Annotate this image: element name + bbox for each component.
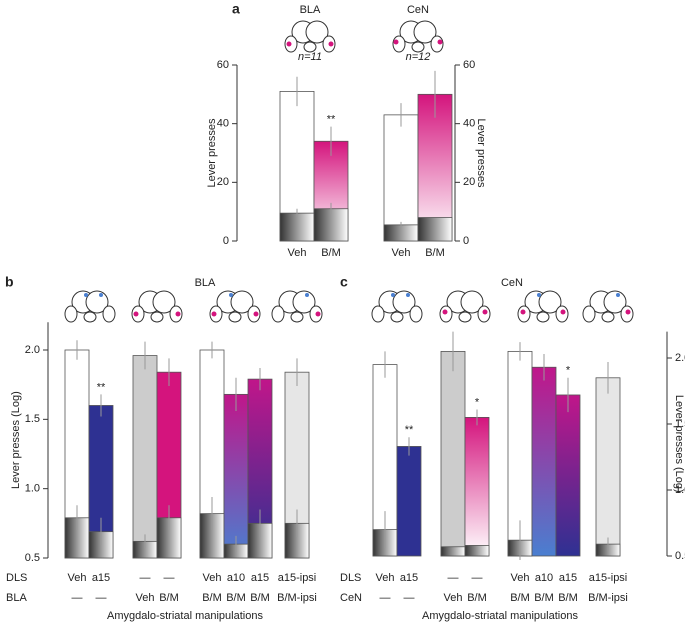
y-tick-label: 40	[217, 118, 229, 130]
panel-label: a	[232, 1, 240, 17]
x-tick-label: B/M	[202, 592, 222, 604]
x-tick-label: Veh	[376, 572, 395, 584]
significance: **	[97, 381, 106, 393]
bar	[595, 377, 621, 557]
bar	[464, 416, 490, 557]
y-tick-label: 60	[463, 59, 475, 71]
significance: *	[475, 396, 480, 408]
bar	[531, 366, 557, 557]
x-tick-label: —	[72, 592, 83, 604]
x-tick-label: B/M	[250, 592, 270, 604]
y-axis-label: Lever presses (Log)	[10, 391, 22, 489]
x-tick-label: Veh	[68, 572, 87, 584]
bar	[555, 394, 581, 557]
row-label: CeN	[340, 592, 362, 604]
y-tick-label: 1.0	[675, 484, 685, 496]
y-tick-label: 0.5	[25, 552, 40, 564]
bar	[223, 393, 249, 559]
x-tick-label: a10	[535, 572, 553, 584]
y-axis-label: Lever presses	[475, 118, 487, 188]
x-tick-label: a15-ipsi	[278, 572, 317, 584]
row-label: DLS	[340, 572, 361, 584]
x-tick-label: —	[472, 572, 483, 584]
chart-title: CeN	[501, 277, 523, 289]
chart-title: BLA	[195, 277, 216, 289]
y-axis-label: Lever presses (Log)	[673, 395, 685, 493]
x-tick-label: B/M-ipsi	[588, 592, 628, 604]
x-tick-label: a15	[92, 572, 110, 584]
x-tick-label: B/M	[534, 592, 554, 604]
x-tick-label: —	[448, 572, 459, 584]
chart-title: CeN	[407, 4, 429, 16]
y-tick-label: 0.5	[675, 550, 685, 562]
y-tick-label: 2.0	[25, 344, 40, 356]
x-tick-label: B/M	[467, 592, 487, 604]
significance: *	[566, 365, 571, 377]
x-axis-label: Amygdalo-striatal manipulations	[107, 610, 263, 622]
x-tick-label: B/M	[321, 247, 341, 259]
bar	[396, 446, 422, 557]
y-axis-label: Lever presses	[206, 118, 218, 188]
x-tick-label: Veh	[288, 247, 307, 259]
significance: **	[327, 114, 336, 126]
y-tick-label: 2.0	[675, 352, 685, 364]
x-tick-label: a15-ipsi	[589, 572, 628, 584]
x-tick-label: Veh	[444, 592, 463, 604]
x-tick-label: a15	[400, 572, 418, 584]
y-tick-label: 20	[463, 176, 475, 188]
y-tick-label: 20	[217, 176, 229, 188]
bar	[440, 350, 466, 557]
inner-bar	[417, 217, 453, 242]
x-tick-label: Veh	[203, 572, 222, 584]
y-tick-label: 60	[217, 59, 229, 71]
y-tick-label: 1.0	[25, 483, 40, 495]
x-tick-label: a15	[251, 572, 269, 584]
panel-label: b	[5, 274, 14, 290]
x-tick-label: B/M-ipsi	[277, 592, 317, 604]
bar	[132, 355, 158, 559]
inner-bar	[440, 546, 466, 557]
x-tick-label: a10	[227, 572, 245, 584]
chart-title: BLA	[300, 4, 321, 16]
row-label: DLS	[6, 572, 27, 584]
y-tick-label: 1.5	[675, 418, 685, 430]
x-tick-label: B/M	[425, 247, 445, 259]
chart-subtitle: n=11	[298, 51, 322, 63]
inner-bar	[464, 545, 490, 557]
y-tick-label: 40	[463, 118, 475, 130]
x-tick-label: —	[164, 572, 175, 584]
row-label: BLA	[6, 592, 27, 604]
x-tick-label: Veh	[392, 247, 411, 259]
y-tick-label: 1.5	[25, 413, 40, 425]
x-axis-label: Amygdalo-striatal manipulations	[422, 610, 578, 622]
panel-label: c	[340, 274, 348, 290]
chart-subtitle: n=12	[406, 51, 431, 63]
x-tick-label: —	[96, 592, 107, 604]
x-tick-label: Veh	[511, 572, 530, 584]
x-tick-label: B/M	[159, 592, 179, 604]
x-tick-label: a15	[559, 572, 577, 584]
x-tick-label: B/M	[510, 592, 530, 604]
x-tick-label: B/M	[226, 592, 246, 604]
x-tick-label: —	[404, 592, 415, 604]
y-tick-label: 0	[463, 235, 469, 247]
x-tick-label: Veh	[136, 592, 155, 604]
x-tick-label: —	[140, 572, 151, 584]
x-tick-label: B/M	[558, 592, 578, 604]
y-tick-label: 0	[223, 235, 229, 247]
inner-bar	[279, 212, 315, 242]
brain-icons	[64, 20, 634, 323]
x-tick-label: —	[380, 592, 391, 604]
significance: **	[405, 424, 414, 436]
